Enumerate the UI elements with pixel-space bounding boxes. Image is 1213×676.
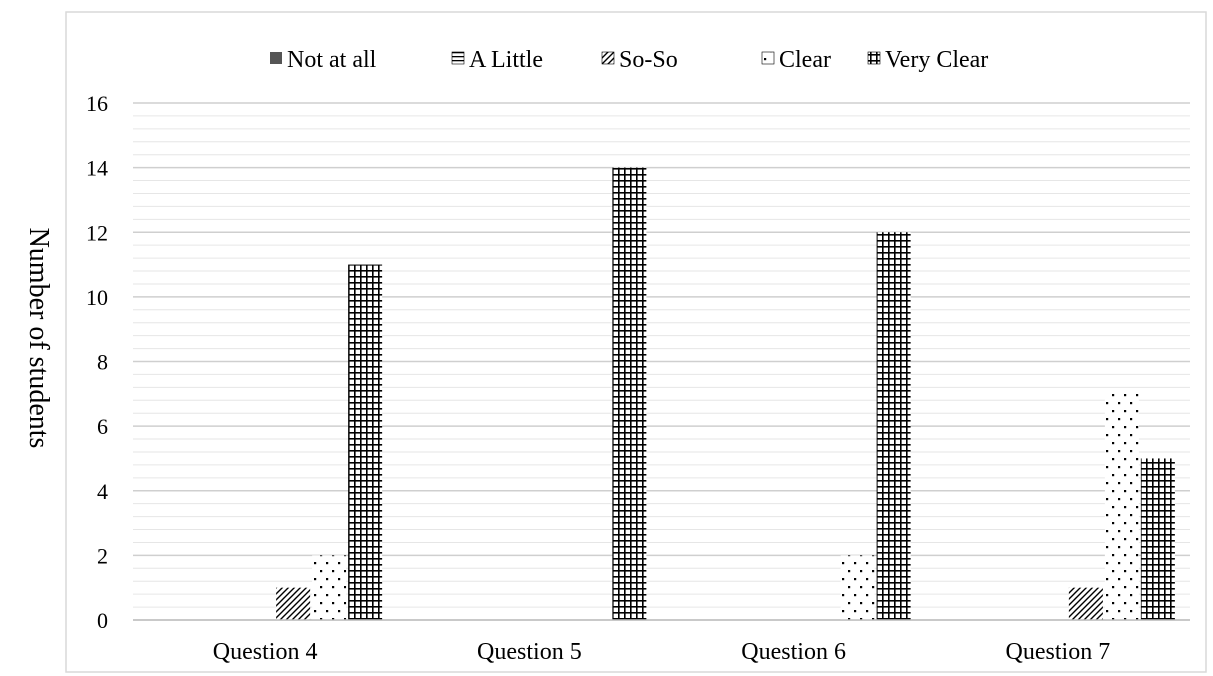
bar-very-clear-question-4: [348, 264, 383, 620]
legend-label: Clear: [779, 47, 831, 73]
bar-so-so-question-4: [276, 587, 311, 620]
y-tick-label: 2: [97, 543, 108, 568]
bar-very-clear-question-7: [1140, 458, 1175, 620]
legend-label: Not at all: [287, 47, 377, 73]
y-axis-label: Number of students: [8, 0, 68, 676]
x-tick-label: Question 4: [213, 639, 318, 665]
legend-swatch: [451, 51, 465, 65]
gridlines: [133, 102, 1190, 621]
legend-swatch: [270, 52, 282, 64]
legend-swatch: [867, 51, 881, 65]
chart-border: [65, 11, 1207, 673]
bar-clear-question-6: [840, 555, 875, 620]
bar-clear-question-7: [1104, 393, 1139, 620]
x-tick-label: Question 5: [477, 639, 582, 665]
bar-so-so-question-7: [1068, 587, 1103, 620]
y-tick-label: 0: [97, 608, 108, 633]
x-axis-ticks: Question 4 Question 5 Question 6 Question 7: [133, 619, 1190, 665]
y-axis-label-text: Number of students: [23, 227, 54, 449]
legend: Not at all A Little So-So Clear Very Clear: [270, 47, 988, 73]
bar-very-clear-question-5: [612, 167, 647, 620]
bar-clear-question-4: [312, 555, 347, 620]
bars: [276, 167, 1175, 620]
y-tick-label: 4: [97, 479, 108, 504]
y-axis-ticks: 0 2 4 6 8 10 12 14 16: [86, 91, 108, 633]
x-tick-label: Question 7: [1006, 639, 1111, 665]
legend-label: A Little: [469, 47, 543, 73]
y-tick-label: 6: [97, 414, 108, 439]
y-tick-label: 14: [86, 156, 108, 181]
bar-very-clear-question-6: [876, 232, 911, 620]
legend-label: So-So: [619, 47, 678, 73]
y-tick-label: 12: [86, 220, 108, 245]
y-tick-label: 10: [86, 285, 108, 310]
legend-swatch: [601, 51, 615, 65]
y-tick-label: 16: [86, 91, 108, 116]
x-tick-label: Question 6: [741, 639, 846, 665]
legend-label: Very Clear: [885, 47, 988, 73]
legend-swatch: [761, 51, 775, 65]
y-tick-label: 8: [97, 350, 108, 375]
